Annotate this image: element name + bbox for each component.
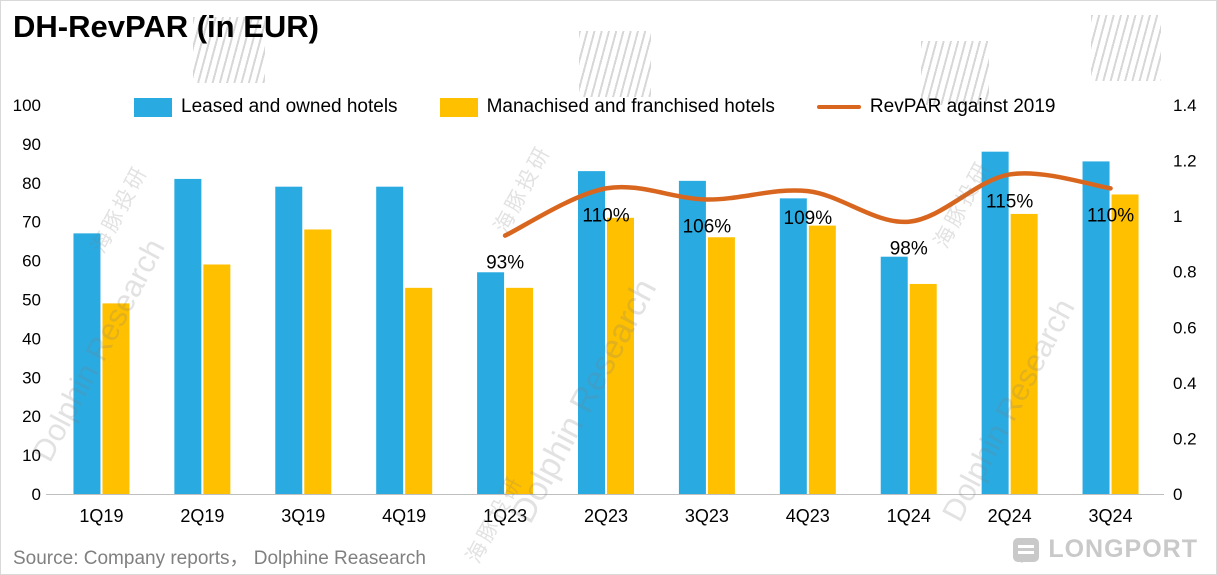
bar-leased-3Q19 bbox=[275, 186, 303, 494]
left-axis-tick-label: 60 bbox=[22, 252, 41, 271]
x-axis-category-label: 4Q23 bbox=[786, 506, 830, 526]
revpar-against-2019-line bbox=[502, 171, 1113, 238]
legend-swatch-revpar-line bbox=[816, 105, 861, 109]
right-axis-tick-label: 0 bbox=[1173, 485, 1182, 504]
legend-label-leased: Leased and owned hotels bbox=[181, 96, 398, 117]
bar-manachised-2Q24 bbox=[1010, 213, 1038, 495]
x-axis-category-label: 1Q19 bbox=[79, 506, 123, 526]
revpar-point-label-1Q23: 93% bbox=[486, 253, 524, 274]
bar-manachised-2Q23 bbox=[607, 217, 634, 494]
x-axis-category-label: 2Q24 bbox=[988, 506, 1032, 526]
bar-manachised-1Q24 bbox=[909, 283, 937, 494]
bar-manachised-4Q19 bbox=[405, 287, 433, 494]
bar-leased-3Q24 bbox=[1082, 161, 1110, 494]
legend-label-revpar-line: RevPAR against 2019 bbox=[869, 96, 1056, 117]
legend-item-revpar-line: RevPAR against 2019 bbox=[816, 96, 1056, 118]
longport-logo: LONGPORT bbox=[1013, 535, 1198, 564]
legend-label-manachised: Manachised and franchised hotels bbox=[486, 96, 775, 117]
right-axis-tick-label: 0.2 bbox=[1173, 429, 1197, 448]
revpar-point-label-2Q23: 110% bbox=[582, 205, 629, 226]
revpar-point-label-1Q24: 98% bbox=[890, 239, 928, 260]
source-note: Source: Company reports， Dolphine Reasea… bbox=[13, 548, 426, 569]
x-axis-category-label: 2Q23 bbox=[584, 506, 628, 526]
bar-leased-4Q19 bbox=[376, 186, 404, 494]
right-axis-tick-label: 0.4 bbox=[1173, 374, 1197, 393]
watermark-hatch bbox=[1091, 15, 1161, 81]
x-axis-category-label: 3Q23 bbox=[685, 506, 729, 526]
revpar-point-label-3Q23: 106% bbox=[683, 216, 732, 237]
bar-manachised-4Q23 bbox=[808, 225, 836, 494]
bar-leased-1Q23 bbox=[477, 272, 505, 494]
longport-logo-text: LONGPORT bbox=[1048, 535, 1198, 563]
left-axis-tick-label: 20 bbox=[22, 407, 41, 426]
left-axis-tick-label: 50 bbox=[22, 291, 41, 310]
bar-leased-3Q23 bbox=[678, 180, 706, 494]
bar-leased-1Q19 bbox=[73, 233, 101, 494]
left-axis-tick-label: 70 bbox=[22, 213, 41, 232]
bar-manachised-2Q19 bbox=[203, 264, 231, 494]
chart-title: DH-RevPAR (in EUR) bbox=[13, 9, 319, 44]
legend-item-manachised: Manachised and franchised hotels bbox=[439, 96, 775, 118]
left-axis-tick-label: 80 bbox=[22, 174, 41, 193]
left-axis-tick-label: 100 bbox=[13, 96, 41, 115]
x-axis-category-label: 2Q19 bbox=[180, 506, 224, 526]
left-axis-tick-label: 30 bbox=[22, 368, 41, 387]
bar-leased-2Q23 bbox=[578, 171, 605, 494]
x-axis-category-label: 1Q23 bbox=[483, 506, 527, 526]
x-axis-category-label: 4Q19 bbox=[382, 506, 426, 526]
bar-leased-1Q24 bbox=[880, 256, 908, 494]
right-axis-tick-label: 1 bbox=[1173, 207, 1182, 226]
bar-leased-2Q24 bbox=[981, 151, 1009, 494]
left-axis-tick-label: 90 bbox=[22, 135, 41, 154]
legend-swatch-manachised bbox=[439, 97, 478, 117]
x-axis-category-label: 3Q19 bbox=[281, 506, 325, 526]
right-axis-tick-label: 1.4 bbox=[1173, 96, 1197, 115]
x-axis-category-label: 3Q24 bbox=[1089, 506, 1133, 526]
left-axis-tick-label: 0 bbox=[32, 485, 41, 504]
longport-chat-bubble-icon bbox=[1013, 537, 1040, 563]
revpar-point-label-2Q24: 115% bbox=[986, 191, 1033, 212]
left-axis-tick-label: 10 bbox=[22, 446, 41, 465]
bar-leased-2Q19 bbox=[174, 178, 202, 494]
right-axis-tick-label: 1.2 bbox=[1173, 152, 1197, 171]
revpar-point-label-3Q24: 110% bbox=[1087, 205, 1134, 226]
right-axis-tick-label: 0.8 bbox=[1173, 263, 1197, 282]
bar-manachised-3Q24 bbox=[1111, 194, 1139, 494]
bar-manachised-3Q23 bbox=[707, 237, 735, 494]
bar-manachised-3Q19 bbox=[304, 229, 332, 495]
legend: Leased and owned hotels Manachised and f… bbox=[134, 96, 1055, 118]
bar-manachised-1Q19 bbox=[102, 303, 130, 494]
legend-item-leased: Leased and owned hotels bbox=[134, 96, 398, 118]
chart-area: 0 10 20 30 40 50 60 70 80 90 100 0 0.2 0.4 0.6 0.8 1 1.2 1… bbox=[1, 86, 1217, 541]
revpar-point-label-4Q23: 109% bbox=[784, 208, 833, 229]
bar-leased-4Q23 bbox=[779, 198, 807, 495]
right-axis-tick-label: 0.6 bbox=[1173, 318, 1197, 337]
x-axis-category-label: 1Q24 bbox=[887, 506, 931, 526]
revpar-bar-line-chart: 0 10 20 30 40 50 60 70 80 90 100 0 0.2 0.4 0.6 0.8 1 1.2 1… bbox=[13, 96, 1197, 526]
bar-manachised-1Q23 bbox=[506, 287, 534, 494]
left-axis-tick-label: 40 bbox=[22, 329, 41, 348]
legend-swatch-leased bbox=[134, 97, 172, 117]
